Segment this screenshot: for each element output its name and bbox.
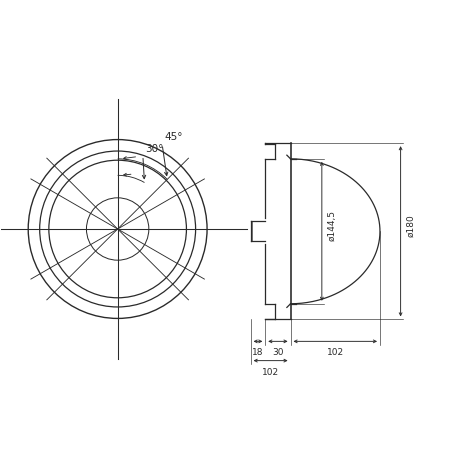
Text: ø180: ø180 (405, 213, 414, 236)
Text: 102: 102 (326, 347, 343, 357)
Text: 18: 18 (252, 347, 263, 357)
Text: 30°: 30° (145, 144, 163, 154)
Text: 45°: 45° (164, 132, 183, 141)
Text: ø144,5: ø144,5 (327, 209, 336, 241)
Text: 30: 30 (272, 347, 283, 357)
Text: 102: 102 (262, 367, 279, 376)
